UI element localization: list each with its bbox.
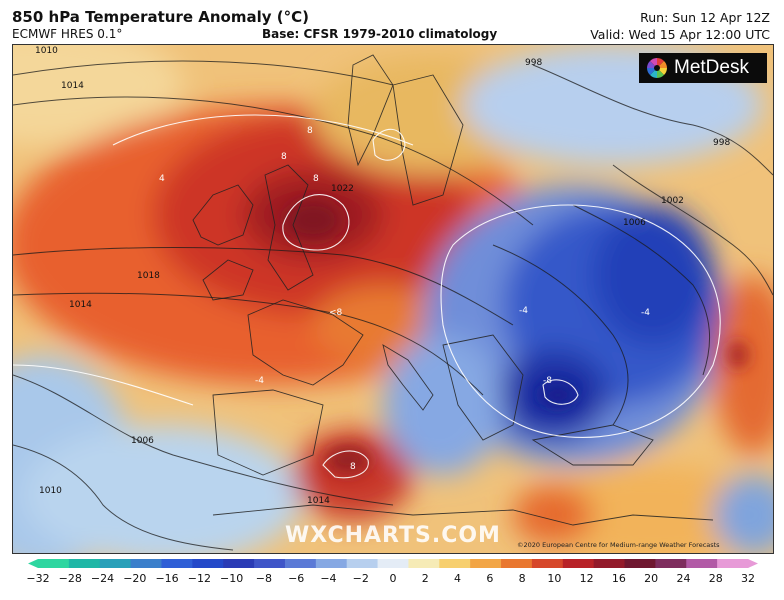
anomaly-field [13, 45, 773, 553]
colorbar-cell [254, 559, 286, 568]
colorbar-cell [99, 559, 132, 568]
isobar-label: 1014 [307, 496, 330, 506]
colorbar [28, 559, 758, 568]
watermark: WXCHARTS.COM [285, 523, 501, 548]
colorbar-cell [377, 559, 409, 568]
isobar-label: 1010 [35, 46, 58, 56]
map-canvas [13, 45, 773, 553]
anomaly-label: -4 [519, 306, 528, 316]
colorbar-tick-label: −12 [187, 572, 211, 585]
colorbar-min-arrow [28, 559, 38, 568]
colorbar-tick-label: 12 [579, 572, 594, 585]
colorbar-cell [717, 559, 749, 568]
colorbar-cell [624, 559, 656, 568]
colorbar-cell [315, 559, 348, 568]
anomaly-label: 8 [313, 174, 319, 184]
colorbar-tick-label: −8 [255, 572, 273, 585]
colorbar-cell [655, 559, 687, 568]
colorbar-cell [68, 559, 101, 568]
colorbar-cell [408, 559, 440, 568]
colorbar-cell [470, 559, 502, 568]
colorbar-tick-label: 16 [611, 572, 626, 585]
colorbar-cell [686, 559, 718, 568]
anomaly-label: 8 [307, 126, 313, 136]
colorbar-tick-label: 2 [421, 572, 429, 585]
colorbar-tick-label: 24 [676, 572, 691, 585]
colorbar-cell [130, 559, 162, 568]
colorbar-tick-label: −10 [220, 572, 244, 585]
colorbar-cell [161, 559, 193, 568]
anomaly-map[interactable]: 1010 1014 1018 1014 1006 1010 1014 998 9… [12, 44, 774, 554]
colorbar-tick-label: 20 [644, 572, 659, 585]
colorbar-tick-label: 32 [741, 572, 755, 585]
colorbar-tick-label: −24 [90, 572, 115, 585]
colorbar-cell [346, 559, 379, 568]
colorbar-tick-label: −20 [123, 572, 147, 585]
colorbar-tick-label: 8 [518, 572, 526, 585]
base-label: Base: CFSR 1979-2010 climatology [262, 27, 498, 41]
copyright-notice: ©2020 European Centre for Medium-range W… [517, 541, 720, 549]
isobar-label: 1006 [623, 218, 646, 228]
valid-label: Valid: Wed 15 Apr 12:00 UTC [590, 27, 770, 42]
anomaly-label: -4 [641, 308, 650, 318]
isobar-label: 1014 [69, 300, 92, 310]
anomaly-label: -8 [543, 376, 552, 386]
colorbar-tick-label: 28 [708, 572, 723, 585]
isobar-label: 1014 [61, 81, 84, 91]
isobar-label: 1022 [331, 184, 354, 194]
run-label: Run: Sun 12 Apr 12Z [640, 10, 770, 25]
anomaly-label: <8 [329, 308, 343, 318]
colorbar-ticks: −32 −28 −24 −20 −16 −12 −10 −8 −6 −4 −2 0 2 4 6 8 10 12 16… [26, 572, 758, 588]
colorbar-cell [284, 559, 317, 568]
colorbar-tick-label: 4 [454, 572, 462, 585]
colorbar-cell [501, 559, 533, 568]
logo-text: MetDesk [674, 57, 749, 78]
isobar-label: 1006 [131, 436, 154, 446]
anomaly-contours [13, 114, 721, 479]
isobar-label: 998 [713, 138, 730, 148]
colorbar-tick-label: −32 [26, 572, 50, 585]
colorbar-cell [223, 559, 255, 568]
colorbar-tick-label: 0 [389, 572, 397, 585]
model-label: ECMWF HRES 0.1° [12, 27, 123, 41]
anomaly-label: 8 [281, 152, 287, 162]
colorbar-cell [593, 559, 626, 568]
logo-icon [647, 58, 667, 78]
anomaly-label: 8 [350, 462, 356, 472]
colorbar-tick-label: −28 [58, 572, 82, 585]
colorbar-cell [439, 559, 471, 568]
colorbar-tick-label: −4 [320, 572, 337, 585]
colorbar-max-arrow [748, 559, 758, 568]
anomaly-label: -4 [255, 376, 264, 386]
colorbar-tick-label: −16 [155, 572, 179, 585]
metdesk-logo: MetDesk [639, 53, 767, 83]
colorbar-tick-label: 10 [547, 572, 562, 585]
isobar-label: 998 [525, 58, 542, 68]
isobar-label: 1002 [661, 196, 684, 206]
colorbar-cell [531, 559, 564, 568]
colorbar-cell [562, 559, 595, 568]
colorbar-cell [38, 559, 70, 568]
colorbar-tick-label: −6 [288, 572, 305, 585]
colorbar-tick-label: −2 [352, 572, 369, 585]
label-layer: 1010 1014 1018 1014 1006 1010 1014 998 9… [35, 46, 730, 506]
colorbar-tick-label: 6 [486, 572, 494, 585]
isobar-label: 1018 [137, 271, 160, 281]
isobars [13, 60, 773, 551]
isobar-label: 1010 [39, 486, 62, 496]
chart-title: 850 hPa Temperature Anomaly (°C) [12, 8, 309, 26]
colorbar-cell [192, 559, 224, 568]
anomaly-label: 4 [159, 174, 165, 184]
